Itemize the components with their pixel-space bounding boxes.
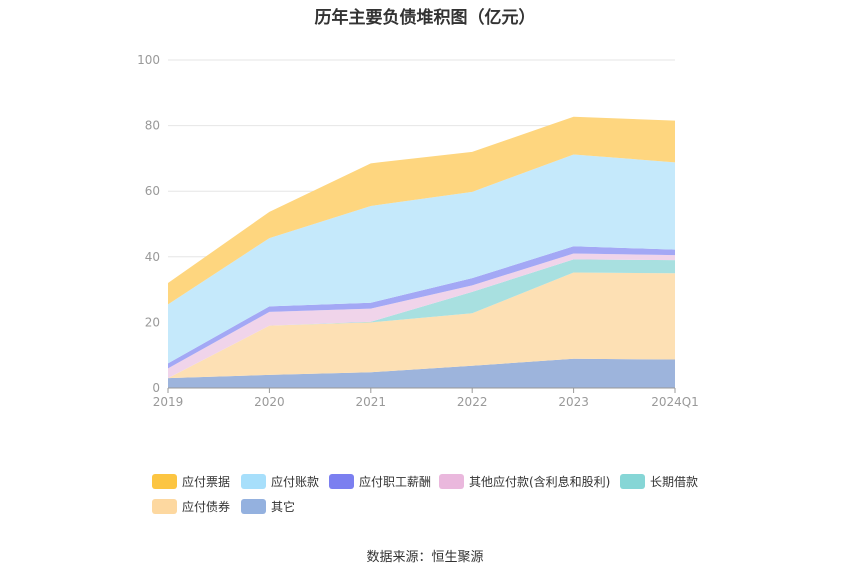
legend-label: 其它 — [271, 499, 296, 514]
y-tick-label: 100 — [137, 53, 160, 67]
legend-swatch — [620, 473, 645, 489]
area-series — [168, 272, 675, 379]
legend-label: 应付债券 — [182, 499, 231, 514]
area-series — [168, 246, 675, 369]
legend-swatch — [241, 473, 266, 489]
legend-item-other[interactable]: 其它 — [241, 497, 295, 515]
legend-swatch — [439, 473, 464, 489]
x-tick-label: 2019 — [153, 395, 184, 409]
legend-item-other-payables[interactable]: 其他应付款(含利息和股利) — [439, 472, 610, 490]
y-tick-label: 20 — [145, 315, 160, 329]
y-tick-label: 80 — [145, 119, 160, 133]
legend-label: 应付账款 — [271, 474, 320, 489]
legend-item-bonds-payable[interactable]: 应付债券 — [152, 497, 230, 515]
area-series — [168, 259, 675, 379]
y-tick-label: 40 — [145, 250, 160, 264]
area-series — [168, 358, 675, 388]
legend-label: 其他应付款(含利息和股利) — [469, 474, 611, 489]
legend-label: 应付票据 — [182, 474, 231, 489]
legend-item-accounts-payable[interactable]: 应付账款 — [241, 472, 319, 490]
y-tick-label: 60 — [145, 184, 160, 198]
data-source: 数据来源：恒生聚源 — [366, 550, 484, 565]
legend-swatch — [152, 473, 177, 489]
legend-label: 长期借款 — [650, 474, 699, 489]
area-series — [168, 154, 675, 364]
legend-swatch — [329, 473, 354, 489]
y-tick-label: 0 — [152, 381, 160, 395]
x-tick-label: 2022 — [457, 395, 488, 409]
legend-item-notes-payable[interactable]: 应付票据 — [152, 472, 230, 490]
chart-title: 历年主要负债堆积图（亿元） — [314, 8, 536, 28]
x-tick-label: 2021 — [356, 395, 387, 409]
legend-swatch — [241, 498, 266, 514]
area-series — [168, 253, 675, 379]
legend-label: 应付职工薪酬 — [359, 474, 432, 489]
x-tick-label: 2020 — [254, 395, 285, 409]
x-tick-label: 2024Q1 — [651, 395, 699, 409]
legend-item-long-term-loans[interactable]: 长期借款 — [620, 472, 698, 490]
area-series — [168, 116, 675, 305]
legend-item-payroll-payable[interactable]: 应付职工薪酬 — [329, 472, 431, 490]
x-tick-label: 2023 — [558, 395, 589, 409]
legend-swatch — [152, 498, 177, 514]
